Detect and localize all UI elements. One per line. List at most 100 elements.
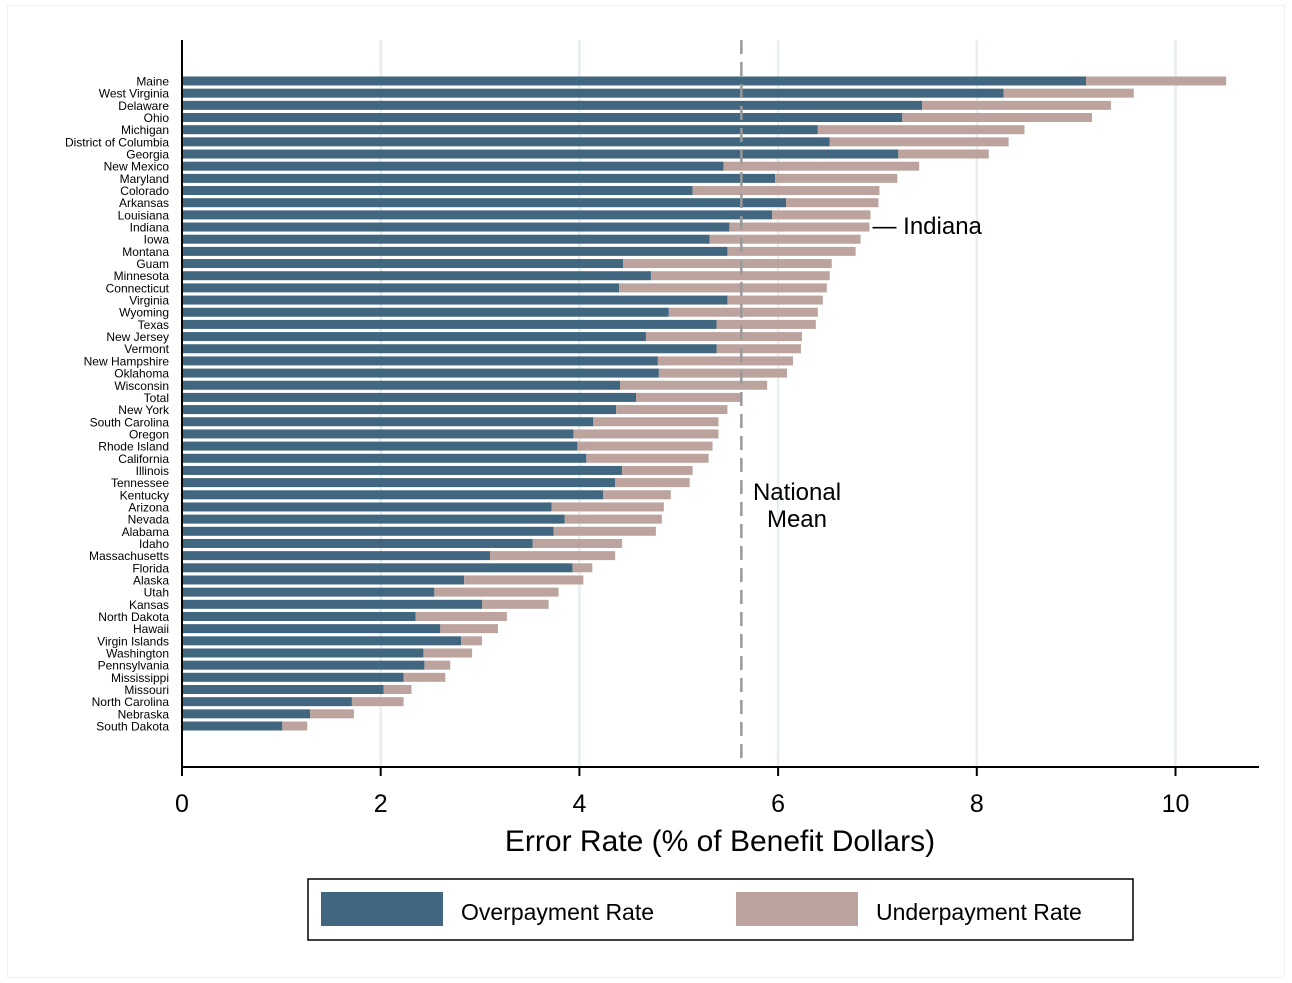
bar-underpayment-vermont xyxy=(716,344,801,354)
category-label-texas: Texas xyxy=(138,318,169,332)
bar-underpayment-new-jersey xyxy=(645,332,802,342)
bar-overpayment-maryland xyxy=(182,173,776,183)
bars xyxy=(182,76,1227,731)
bar-underpayment-oregon xyxy=(573,429,719,439)
bar-overpayment-indiana xyxy=(182,222,730,232)
bar-overpayment-tennessee xyxy=(182,478,616,488)
bar-overpayment-arkansas xyxy=(182,198,787,208)
bar-underpayment-west-virginia xyxy=(1003,88,1134,98)
bar-overpayment-north-carolina xyxy=(182,697,352,707)
bar-underpayment-oklahoma xyxy=(658,368,788,378)
bar-overpayment-arizona xyxy=(182,502,552,512)
x-ticks: 0 2 4 6 8 10 xyxy=(175,767,1189,818)
x-tick-label-6: 6 xyxy=(771,790,785,818)
category-label-kansas: Kansas xyxy=(129,598,169,612)
bar-underpayment-indiana xyxy=(729,222,870,232)
bar-underpayment-north-carolina xyxy=(351,697,404,707)
bar-underpayment-new-york xyxy=(616,405,728,415)
category-label-montana: Montana xyxy=(122,245,169,259)
category-label-new-jersey: New Jersey xyxy=(106,330,169,344)
category-label-tennessee: Tennessee xyxy=(111,476,169,490)
bar-underpayment-south-dakota xyxy=(282,721,308,731)
category-label-mississippi: Mississippi xyxy=(111,671,169,685)
bar-overpayment-ohio xyxy=(182,113,903,123)
legend: Overpayment Rate Underpayment Rate xyxy=(307,878,1134,941)
bar-overpayment-minnesota xyxy=(182,271,651,281)
category-label-michigan: Michigan xyxy=(121,123,169,137)
axes xyxy=(181,40,1259,768)
bar-underpayment-texas xyxy=(716,319,816,329)
bar-underpayment-virginia xyxy=(727,295,823,305)
category-label-indiana: Indiana xyxy=(130,221,170,235)
category-label-arkansas: Arkansas xyxy=(119,196,169,210)
bar-overpayment-south-dakota xyxy=(182,721,283,731)
bar-overpayment-virginia xyxy=(182,295,728,305)
bar-underpayment-arizona xyxy=(551,502,664,512)
category-label-alaska: Alaska xyxy=(133,573,169,587)
category-label-washington: Washington xyxy=(106,646,169,660)
bar-overpayment-vermont xyxy=(182,344,717,354)
x-tick-label-10: 10 xyxy=(1162,790,1190,818)
bar-underpayment-virgin-islands xyxy=(461,636,483,646)
bar-overpayment-new-jersey xyxy=(182,332,646,342)
bar-overpayment-colorado xyxy=(182,186,693,196)
bar-overpayment-connecticut xyxy=(182,283,620,293)
bar-underpayment-utah xyxy=(434,587,559,597)
category-label-guam: Guam xyxy=(136,257,169,271)
category-label-virginia: Virginia xyxy=(129,294,169,308)
legend-label-overpayment: Overpayment Rate xyxy=(461,899,654,925)
bar-underpayment-nevada xyxy=(564,514,662,524)
category-label-idaho: Idaho xyxy=(139,537,169,551)
bar-underpayment-pennsylvania xyxy=(424,660,451,670)
bar-underpayment-kansas xyxy=(482,599,549,609)
bar-underpayment-connecticut xyxy=(619,283,827,293)
category-label-iowa: Iowa xyxy=(144,233,170,247)
bar-overpayment-nebraska xyxy=(182,709,311,719)
national-mean-annotation-line2: Mean xyxy=(767,506,827,533)
category-label-west-virginia: West Virginia xyxy=(99,87,170,101)
bar-underpayment-washington xyxy=(423,648,473,658)
bar-overpayment-washington xyxy=(182,648,424,658)
bar-overpayment-delaware xyxy=(182,100,923,110)
category-label-south-carolina: South Carolina xyxy=(90,415,170,429)
category-label-rhode-island: Rhode Island xyxy=(98,440,169,454)
category-label-hawaii: Hawaii xyxy=(133,622,169,636)
legend-swatch-underpayment xyxy=(736,892,858,926)
bar-underpayment-mississippi xyxy=(403,672,446,682)
bar-underpayment-new-hampshire xyxy=(657,356,794,366)
category-label-total: Total xyxy=(144,391,169,405)
chart-frame xyxy=(7,5,1285,978)
bar-overpayment-wisconsin xyxy=(182,380,621,390)
category-label-district-of-columbia: District of Columbia xyxy=(65,135,169,149)
bar-overpayment-iowa xyxy=(182,234,710,244)
bar-underpayment-florida xyxy=(572,563,593,573)
indiana-annotation: — Indiana xyxy=(873,213,983,240)
bar-overpayment-massachusetts xyxy=(182,551,490,561)
bar-underpayment-new-mexico xyxy=(723,161,920,171)
bar-overpayment-michigan xyxy=(182,125,818,135)
category-label-missouri: Missouri xyxy=(124,683,169,697)
category-label-utah: Utah xyxy=(144,586,169,600)
x-axis-label: Error Rate (% of Benefit Dollars) xyxy=(505,825,935,858)
bar-underpayment-alabama xyxy=(553,526,656,536)
category-label-massachusetts: Massachusetts xyxy=(89,549,169,563)
national-mean-annotation-line1: National xyxy=(753,479,841,506)
bar-underpayment-montana xyxy=(727,246,856,256)
bar-overpayment-virgin-islands xyxy=(182,636,462,646)
bar-overpayment-mississippi xyxy=(182,672,404,682)
bar-underpayment-ohio xyxy=(902,113,1093,123)
bar-overpayment-wyoming xyxy=(182,307,669,317)
bar-overpayment-new-mexico xyxy=(182,161,724,171)
x-tick-label-2: 2 xyxy=(374,790,388,818)
bar-overpayment-louisiana xyxy=(182,210,773,220)
x-tick-label-0: 0 xyxy=(175,790,189,818)
bar-underpayment-north-dakota xyxy=(415,611,507,621)
bar-overpayment-district-of-columbia xyxy=(182,137,830,147)
bar-overpayment-kentucky xyxy=(182,490,604,500)
category-label-new-mexico: New Mexico xyxy=(104,160,170,174)
category-label-arizona: Arizona xyxy=(128,500,169,514)
bar-underpayment-iowa xyxy=(709,234,861,244)
bar-overpayment-texas xyxy=(182,319,717,329)
category-label-delaware: Delaware xyxy=(118,99,169,113)
